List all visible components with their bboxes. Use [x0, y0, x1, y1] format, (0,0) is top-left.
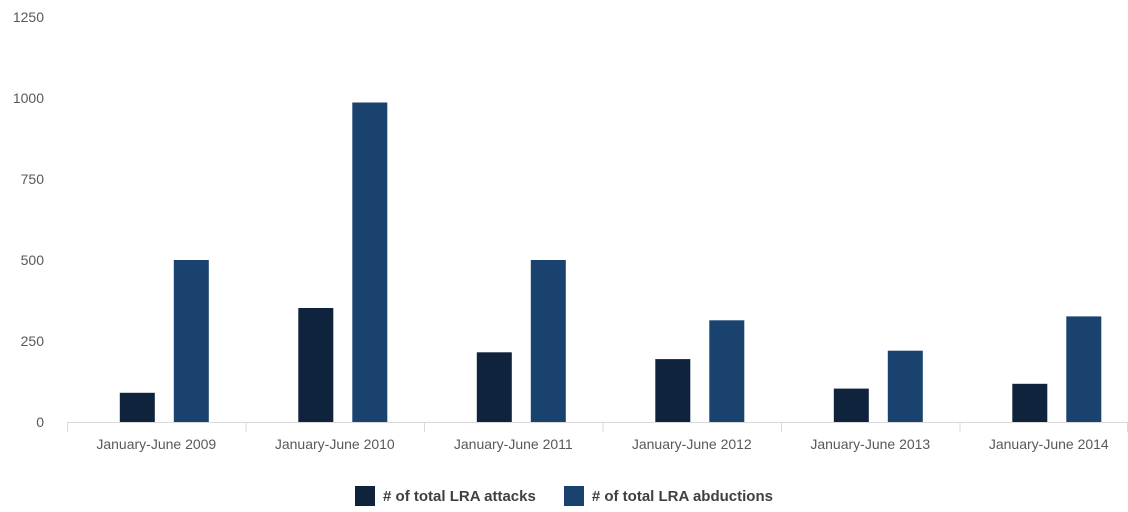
x-axis-labels: January-June 2009 January-June 2010 Januar… [96, 436, 1109, 452]
bar-abductions [887, 350, 923, 422]
legend-item-abductions: # of total LRA abductions [563, 486, 773, 506]
legend: # of total LRA attacks # of total LRA ab… [0, 486, 1128, 506]
x-tick-label: January-June 2013 [810, 436, 930, 452]
bar-attacks [655, 359, 691, 422]
bar-attacks [119, 392, 155, 422]
x-tick-label: January-June 2010 [275, 436, 395, 452]
bar-abductions [709, 320, 745, 422]
bar-attacks [833, 388, 869, 422]
y-tick-label: 500 [21, 252, 45, 268]
x-tick-label: January-June 2009 [96, 436, 216, 452]
x-axis [67, 422, 1128, 432]
bar-abductions [173, 260, 209, 422]
y-tick-label: 250 [21, 333, 45, 349]
bar-abductions [530, 260, 566, 422]
y-axis-ticks: 0 250 500 750 1000 1250 [13, 9, 44, 430]
legend-label-attacks: # of total LRA attacks [383, 487, 536, 505]
legend-label-abductions: # of total LRA abductions [591, 487, 773, 505]
y-tick-label: 1250 [13, 9, 44, 25]
bar-attacks [476, 352, 512, 422]
x-tick-label: January-June 2011 [454, 436, 573, 452]
y-tick-label: 1000 [13, 90, 44, 106]
x-tick-label: January-June 2014 [989, 436, 1109, 452]
legend-item-attacks: # of total LRA attacks [355, 486, 536, 506]
bar-attacks [1012, 383, 1048, 422]
bar-abductions [352, 102, 388, 422]
bar-attacks [298, 308, 334, 422]
legend-swatch-abductions [563, 486, 584, 506]
y-tick-label: 0 [36, 414, 44, 430]
y-tick-label: 750 [21, 171, 45, 187]
legend-swatch-attacks [355, 486, 376, 506]
bars [119, 102, 1102, 422]
bar-abductions [1066, 316, 1102, 422]
x-tick-label: January-June 2012 [632, 436, 752, 452]
